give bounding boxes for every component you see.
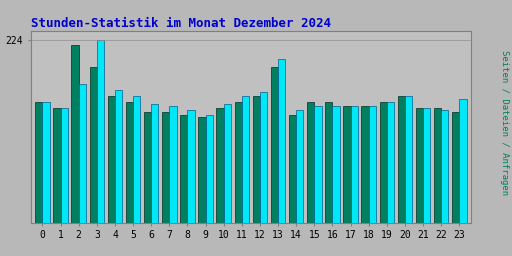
Bar bbox=[60, 108, 68, 223]
Bar bbox=[405, 96, 412, 223]
Bar bbox=[242, 96, 249, 223]
Bar bbox=[151, 104, 159, 223]
Bar bbox=[398, 96, 405, 223]
Text: Stunden-Statistik im Monat Dezember 2024: Stunden-Statistik im Monat Dezember 2024 bbox=[31, 17, 331, 29]
Bar bbox=[180, 115, 187, 223]
Bar bbox=[434, 108, 441, 223]
Bar bbox=[351, 106, 358, 223]
Bar bbox=[198, 116, 206, 223]
Bar bbox=[133, 96, 140, 223]
Bar bbox=[423, 108, 430, 223]
Bar bbox=[162, 112, 169, 223]
Bar bbox=[314, 106, 322, 223]
Bar bbox=[459, 99, 466, 223]
Bar bbox=[187, 110, 195, 223]
Bar bbox=[296, 110, 304, 223]
Bar bbox=[253, 96, 260, 223]
Bar bbox=[126, 102, 133, 223]
Bar bbox=[35, 102, 42, 223]
Bar bbox=[108, 96, 115, 223]
Bar bbox=[90, 68, 97, 223]
Bar bbox=[289, 115, 296, 223]
Bar bbox=[79, 84, 86, 223]
Text: Seiten / Dateien / Anfragen: Seiten / Dateien / Anfragen bbox=[500, 50, 509, 195]
Bar bbox=[169, 106, 177, 223]
Bar bbox=[115, 90, 122, 223]
Bar bbox=[234, 102, 242, 223]
Bar bbox=[416, 108, 423, 223]
Bar bbox=[361, 106, 369, 223]
Bar bbox=[332, 106, 339, 223]
Bar bbox=[369, 106, 376, 223]
Bar bbox=[343, 106, 351, 223]
Bar bbox=[217, 108, 224, 223]
Bar bbox=[379, 102, 387, 223]
Bar bbox=[42, 102, 50, 223]
Bar bbox=[72, 45, 79, 223]
Bar bbox=[97, 40, 104, 223]
Bar bbox=[53, 108, 60, 223]
Bar bbox=[224, 104, 231, 223]
Bar bbox=[271, 68, 278, 223]
Bar bbox=[144, 112, 151, 223]
Bar bbox=[441, 110, 449, 223]
Bar bbox=[206, 115, 213, 223]
Bar bbox=[452, 112, 459, 223]
Bar bbox=[307, 102, 314, 223]
Bar bbox=[278, 59, 285, 223]
Bar bbox=[325, 102, 332, 223]
Bar bbox=[260, 92, 267, 223]
Bar bbox=[387, 102, 394, 223]
